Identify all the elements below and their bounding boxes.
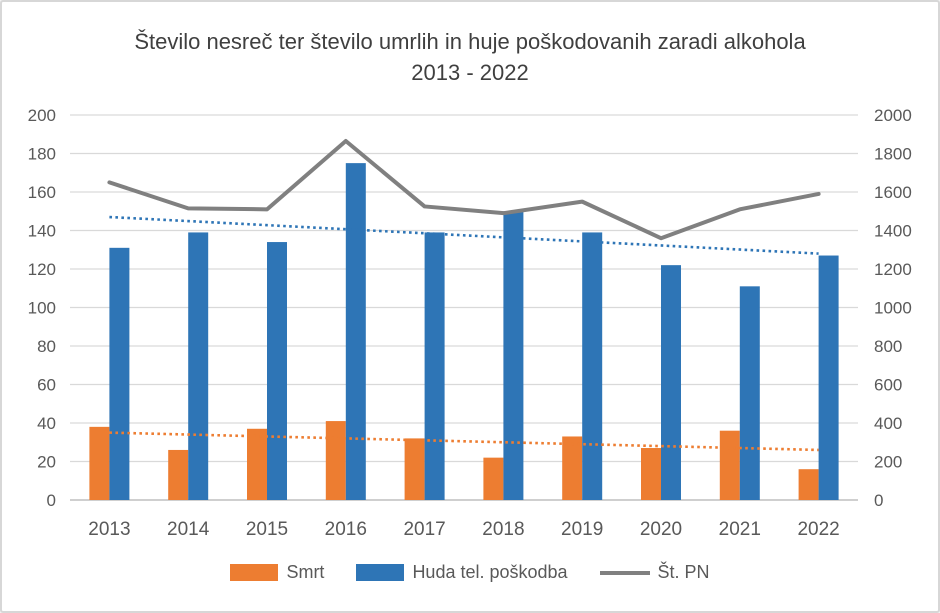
x-axis-category-label: 2019 — [561, 519, 603, 540]
bar-smrt-2015 — [247, 428, 267, 500]
legend-label-huda-tel-poskodba: Huda tel. poškodba — [412, 562, 568, 582]
right-axis-tick-label: 1800 — [874, 145, 912, 164]
legend-swatch-smrt — [230, 564, 279, 581]
right-axis-tick-label: 800 — [874, 337, 902, 356]
trendline-smrt — [109, 431, 819, 452]
right-axis-tick-label: 2000 — [874, 106, 912, 125]
bar-smrt-2014 — [168, 449, 189, 500]
x-axis-category-label: 2021 — [719, 519, 761, 540]
left-axis-tick-label: 0 — [47, 491, 56, 510]
x-axis-category-label: 2013 — [88, 519, 130, 540]
right-axis-tick-label: 1400 — [874, 222, 912, 241]
bar-huda-tel-poskodba-2021 — [739, 286, 760, 500]
left-axis-tick-label: 200 — [28, 106, 56, 125]
bar-smrt-2019 — [562, 436, 583, 500]
right-axis-tick-label: 200 — [874, 453, 902, 472]
legend-item-st-pn: Št. PN — [599, 562, 710, 583]
bar-huda-tel-poskodba-2019 — [582, 232, 603, 501]
left-axis-tick-label: 100 — [28, 299, 56, 318]
trendline-huda-tel-poskodba — [109, 215, 819, 255]
bar-huda-tel-poskodba-2014 — [188, 232, 209, 501]
bar-smrt-2021 — [719, 430, 740, 500]
bar-smrt-2013 — [89, 426, 110, 500]
bar-smrt-2020 — [641, 448, 661, 500]
legend-label-smrt: Smrt — [286, 562, 325, 582]
legend-item-huda-tel-poskodba: Huda tel. poškodba — [356, 562, 568, 583]
left-axis-tick-label: 20 — [37, 453, 56, 472]
bar-huda-tel-poskodba-2013 — [109, 247, 130, 500]
bar-huda-tel-poskodba-2022 — [818, 255, 839, 500]
right-axis-tick-label: 1200 — [874, 260, 912, 279]
legend: Smrt Huda tel. poškodba Št. PN — [2, 562, 938, 583]
left-axis-tick-label: 120 — [28, 260, 56, 279]
x-axis-category-label: 2014 — [167, 519, 210, 540]
bar-smrt-2018 — [483, 457, 504, 500]
x-axis-category-label: 2017 — [403, 519, 445, 540]
left-axis-tick-label: 160 — [28, 183, 56, 202]
legend-item-smrt: Smrt — [230, 562, 324, 583]
legend-swatch-huda-tel-poskodba — [356, 564, 405, 581]
left-axis-tick-label: 180 — [28, 145, 56, 164]
left-axis-tick-label: 60 — [37, 376, 56, 395]
bar-huda-tel-poskodba-2015 — [267, 242, 287, 501]
legend-line-swatch-st-pn — [599, 570, 650, 575]
x-axis-category-label: 2016 — [325, 519, 367, 540]
bar-huda-tel-poskodba-2020 — [661, 265, 681, 500]
left-axis-tick-label: 140 — [28, 222, 56, 241]
right-axis-tick-label: 1600 — [874, 183, 912, 202]
right-axis-tick-label: 400 — [874, 414, 902, 433]
x-axis-category-label: 2015 — [246, 519, 288, 540]
left-axis-tick-label: 40 — [37, 414, 56, 433]
x-axis-category-label: 2020 — [640, 519, 682, 540]
right-axis-tick-label: 1000 — [874, 299, 912, 318]
line-st-pn — [107, 138, 821, 241]
bar-huda-tel-poskodba-2016 — [345, 163, 366, 500]
right-axis-tick-label: 0 — [874, 491, 883, 510]
bar-huda-tel-poskodba-2018 — [503, 211, 524, 500]
left-axis-tick-label: 80 — [37, 337, 56, 356]
x-axis-category-label: 2022 — [797, 519, 839, 540]
bar-smrt-2016 — [325, 421, 346, 500]
right-axis-tick-label: 600 — [874, 376, 902, 395]
chart-title: Število nesreč ter število umrlih in huj… — [134, 29, 806, 85]
legend-label-st-pn: Št. PN — [657, 562, 710, 582]
bar-smrt-2022 — [798, 469, 819, 500]
bar-smrt-2017 — [404, 438, 425, 500]
x-axis-category-label: 2018 — [482, 519, 524, 540]
bar-huda-tel-poskodba-2017 — [424, 232, 445, 501]
